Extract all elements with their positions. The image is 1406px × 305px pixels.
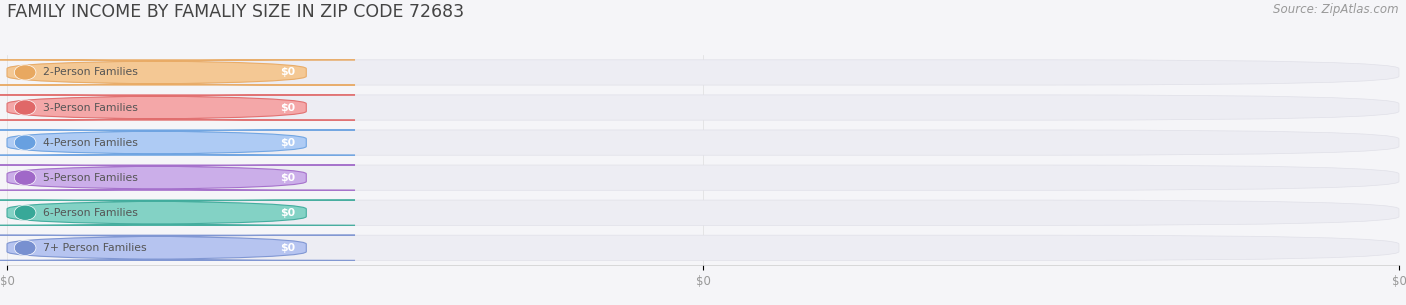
Ellipse shape bbox=[14, 170, 37, 185]
Text: $0: $0 bbox=[280, 173, 295, 183]
FancyBboxPatch shape bbox=[7, 95, 1399, 120]
Text: $0: $0 bbox=[280, 102, 295, 113]
Text: 5-Person Families: 5-Person Families bbox=[44, 173, 138, 183]
FancyBboxPatch shape bbox=[7, 165, 1399, 190]
Text: $0: $0 bbox=[280, 138, 295, 148]
Ellipse shape bbox=[14, 65, 37, 80]
Ellipse shape bbox=[14, 135, 37, 150]
Text: $0: $0 bbox=[280, 67, 295, 77]
FancyBboxPatch shape bbox=[7, 200, 1399, 225]
FancyBboxPatch shape bbox=[7, 130, 1399, 155]
Text: $0: $0 bbox=[280, 243, 295, 253]
FancyBboxPatch shape bbox=[7, 235, 1399, 260]
Text: 2-Person Families: 2-Person Families bbox=[44, 67, 138, 77]
Text: $0: $0 bbox=[280, 208, 295, 218]
Text: 7+ Person Families: 7+ Person Families bbox=[44, 243, 146, 253]
Text: Source: ZipAtlas.com: Source: ZipAtlas.com bbox=[1274, 3, 1399, 16]
FancyBboxPatch shape bbox=[0, 95, 354, 120]
FancyBboxPatch shape bbox=[7, 60, 1399, 85]
FancyBboxPatch shape bbox=[0, 235, 354, 260]
FancyBboxPatch shape bbox=[0, 165, 354, 190]
Ellipse shape bbox=[14, 205, 37, 220]
FancyBboxPatch shape bbox=[0, 200, 354, 225]
Text: 6-Person Families: 6-Person Families bbox=[44, 208, 138, 218]
Text: 4-Person Families: 4-Person Families bbox=[44, 138, 138, 148]
FancyBboxPatch shape bbox=[0, 60, 354, 85]
Text: 3-Person Families: 3-Person Families bbox=[44, 102, 138, 113]
Ellipse shape bbox=[14, 100, 37, 115]
Ellipse shape bbox=[14, 240, 37, 255]
FancyBboxPatch shape bbox=[0, 130, 354, 155]
Text: FAMILY INCOME BY FAMALIY SIZE IN ZIP CODE 72683: FAMILY INCOME BY FAMALIY SIZE IN ZIP COD… bbox=[7, 3, 464, 21]
